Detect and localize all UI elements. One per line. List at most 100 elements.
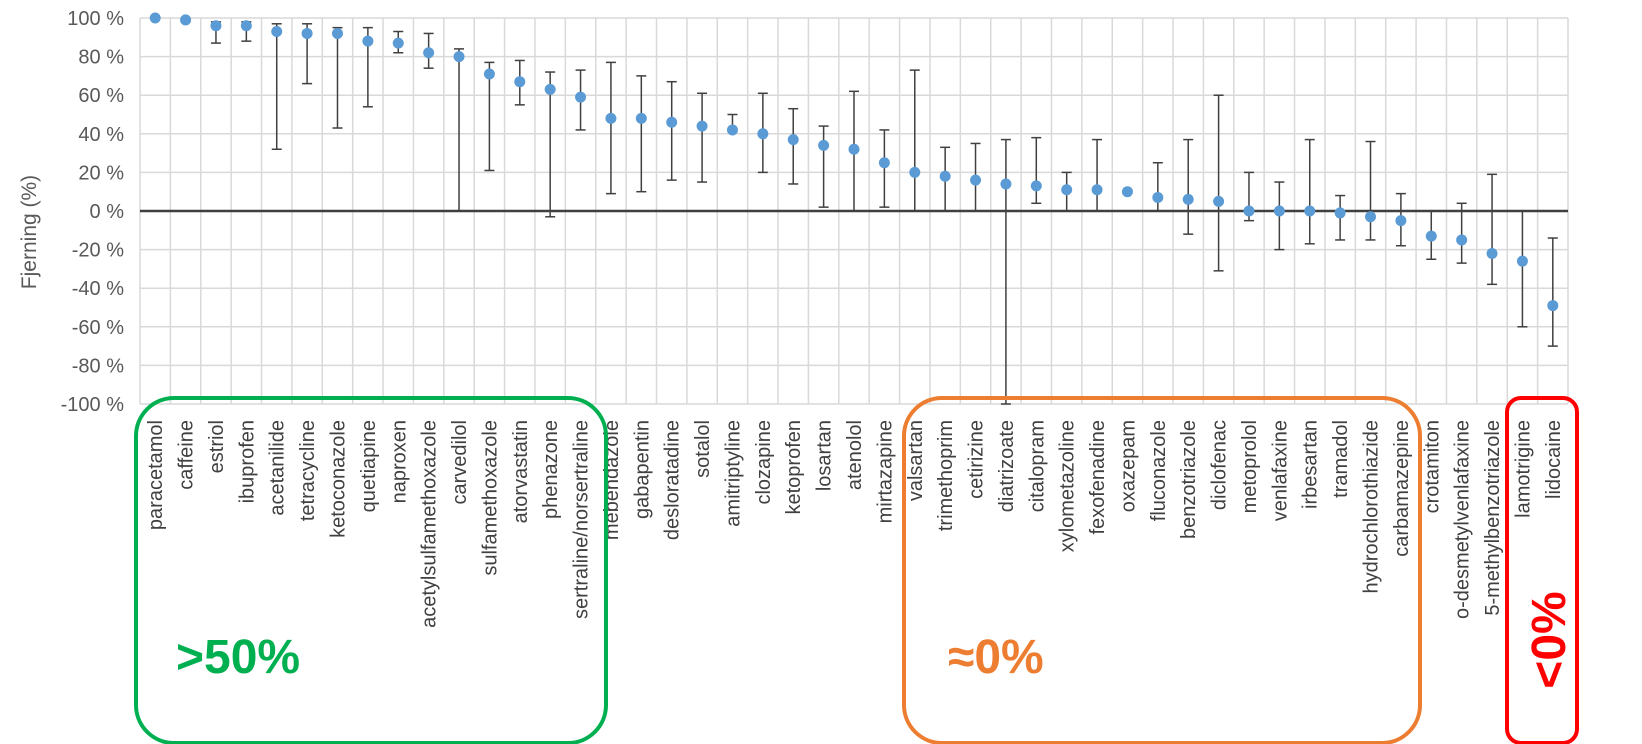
x-tick-label: xylometazoline <box>1057 420 1079 552</box>
data-point <box>1243 205 1255 217</box>
x-tick-label: tetracycline <box>297 420 319 521</box>
x-tick-label: sulfamethoxazole <box>479 420 501 576</box>
data-point <box>1547 300 1559 312</box>
x-tick-label: sotalol <box>692 420 714 478</box>
data-point <box>1456 234 1468 246</box>
error-bar <box>1031 136 1042 205</box>
data-point <box>666 116 678 128</box>
data-point <box>1365 211 1377 223</box>
x-tick-label: crotamiton <box>1421 420 1443 513</box>
data-point <box>970 174 982 186</box>
data-point <box>149 12 161 24</box>
x-tick-label: hydrochlorothiazide <box>1361 420 1383 593</box>
y-tick-label: 80 % <box>78 47 124 69</box>
x-tick-label: carvedilol <box>449 420 471 504</box>
x-tick-label: desloratadine <box>662 420 684 540</box>
group-box-high <box>134 396 608 744</box>
data-point <box>605 112 617 124</box>
error-bar <box>1365 140 1376 241</box>
x-tick-label: benzotriazole <box>1178 420 1200 539</box>
y-tick-label: 100 % <box>67 8 124 30</box>
x-tick-label: fexofenadine <box>1087 420 1109 535</box>
error-bar <box>1152 162 1163 212</box>
data-point <box>1000 178 1012 190</box>
data-point <box>1334 207 1346 219</box>
x-tick-label: paracetamol <box>145 420 167 530</box>
data-point <box>909 166 921 178</box>
x-tick-label: irbesartan <box>1300 420 1322 509</box>
x-tick-label: diclofenac <box>1209 420 1231 510</box>
x-tick-label: acetanilide <box>267 420 289 516</box>
group-label-zero: ≈0% <box>948 631 1044 684</box>
y-tick-label: -100 % <box>61 394 125 416</box>
x-tick-label: estriol <box>206 420 228 473</box>
data-point <box>453 51 465 63</box>
gridlines <box>139 17 1569 405</box>
error-bar <box>879 129 890 208</box>
data-point <box>1213 195 1225 207</box>
error-bar <box>666 80 677 181</box>
data-point <box>939 170 951 182</box>
data-point <box>635 112 647 124</box>
data-points <box>149 12 1559 312</box>
data-point <box>271 26 283 38</box>
data-point <box>787 134 799 146</box>
y-tick-label: 20 % <box>78 162 124 184</box>
y-tick-label: 40 % <box>78 124 124 146</box>
x-tick-label: mirtazapine <box>874 420 896 523</box>
error-bar <box>605 61 616 195</box>
group-label-negative: <0% <box>1523 591 1576 688</box>
error-bar <box>1456 202 1467 264</box>
error-bar <box>454 48 465 212</box>
data-point <box>1304 205 1316 217</box>
data-point <box>575 91 587 103</box>
x-tick-label: quetiapine <box>358 420 380 512</box>
error-bar <box>1213 94 1224 272</box>
data-point <box>423 47 435 59</box>
x-tick-label: o-desmetylvenlafaxine <box>1452 420 1474 619</box>
error-bar <box>697 92 708 183</box>
data-point <box>240 20 252 32</box>
x-tick-label: 5-methylbenzotriazole <box>1482 420 1504 616</box>
data-point <box>210 20 222 32</box>
group-box-zero <box>902 396 1422 744</box>
x-tick-label: amitriptyline <box>722 420 744 527</box>
y-axis-label: Fjerning (%) <box>18 175 41 289</box>
data-point <box>757 128 769 140</box>
y-tick-label: 60 % <box>78 85 124 107</box>
error-bar <box>788 107 799 185</box>
data-point <box>362 35 374 47</box>
data-point <box>1395 215 1407 227</box>
x-tick-labels: paracetamol caffeine estriol ibuprofen aceta… <box>145 420 1565 628</box>
error-bar <box>1304 138 1315 245</box>
data-point <box>726 124 738 136</box>
x-tick-label: phenazone <box>540 420 562 519</box>
x-tick-label: ketoprofen <box>783 420 805 515</box>
x-tick-label: caffeine <box>176 420 198 490</box>
y-tick-label: -20 % <box>72 240 124 262</box>
x-tick-label: venlafaxine <box>1269 420 1291 521</box>
x-tick-label: diatrizoate <box>996 420 1018 512</box>
data-point <box>878 157 890 169</box>
error-bar <box>484 61 495 172</box>
data-point <box>301 27 313 39</box>
x-tick-label: atorvastatin <box>510 420 532 523</box>
data-point <box>331 27 343 39</box>
x-tick-label: citalopram <box>1026 420 1048 512</box>
x-tick-label: gabapentin <box>631 420 653 519</box>
data-point <box>180 14 192 26</box>
x-tick-label: trimethoprim <box>935 420 957 531</box>
x-tick-label: losartan <box>814 420 836 491</box>
x-tick-label: atenolol <box>844 420 866 490</box>
error-bar <box>1183 138 1194 235</box>
error-bar <box>818 125 829 208</box>
x-tick-label: clozapine <box>753 420 775 505</box>
data-point <box>1030 180 1042 192</box>
x-tick-label: carbamazepine <box>1391 420 1413 557</box>
data-point <box>483 68 495 80</box>
error-bar <box>545 71 556 218</box>
error-bar <box>1517 210 1528 328</box>
error-bar <box>1487 173 1498 286</box>
data-point <box>1152 191 1164 203</box>
